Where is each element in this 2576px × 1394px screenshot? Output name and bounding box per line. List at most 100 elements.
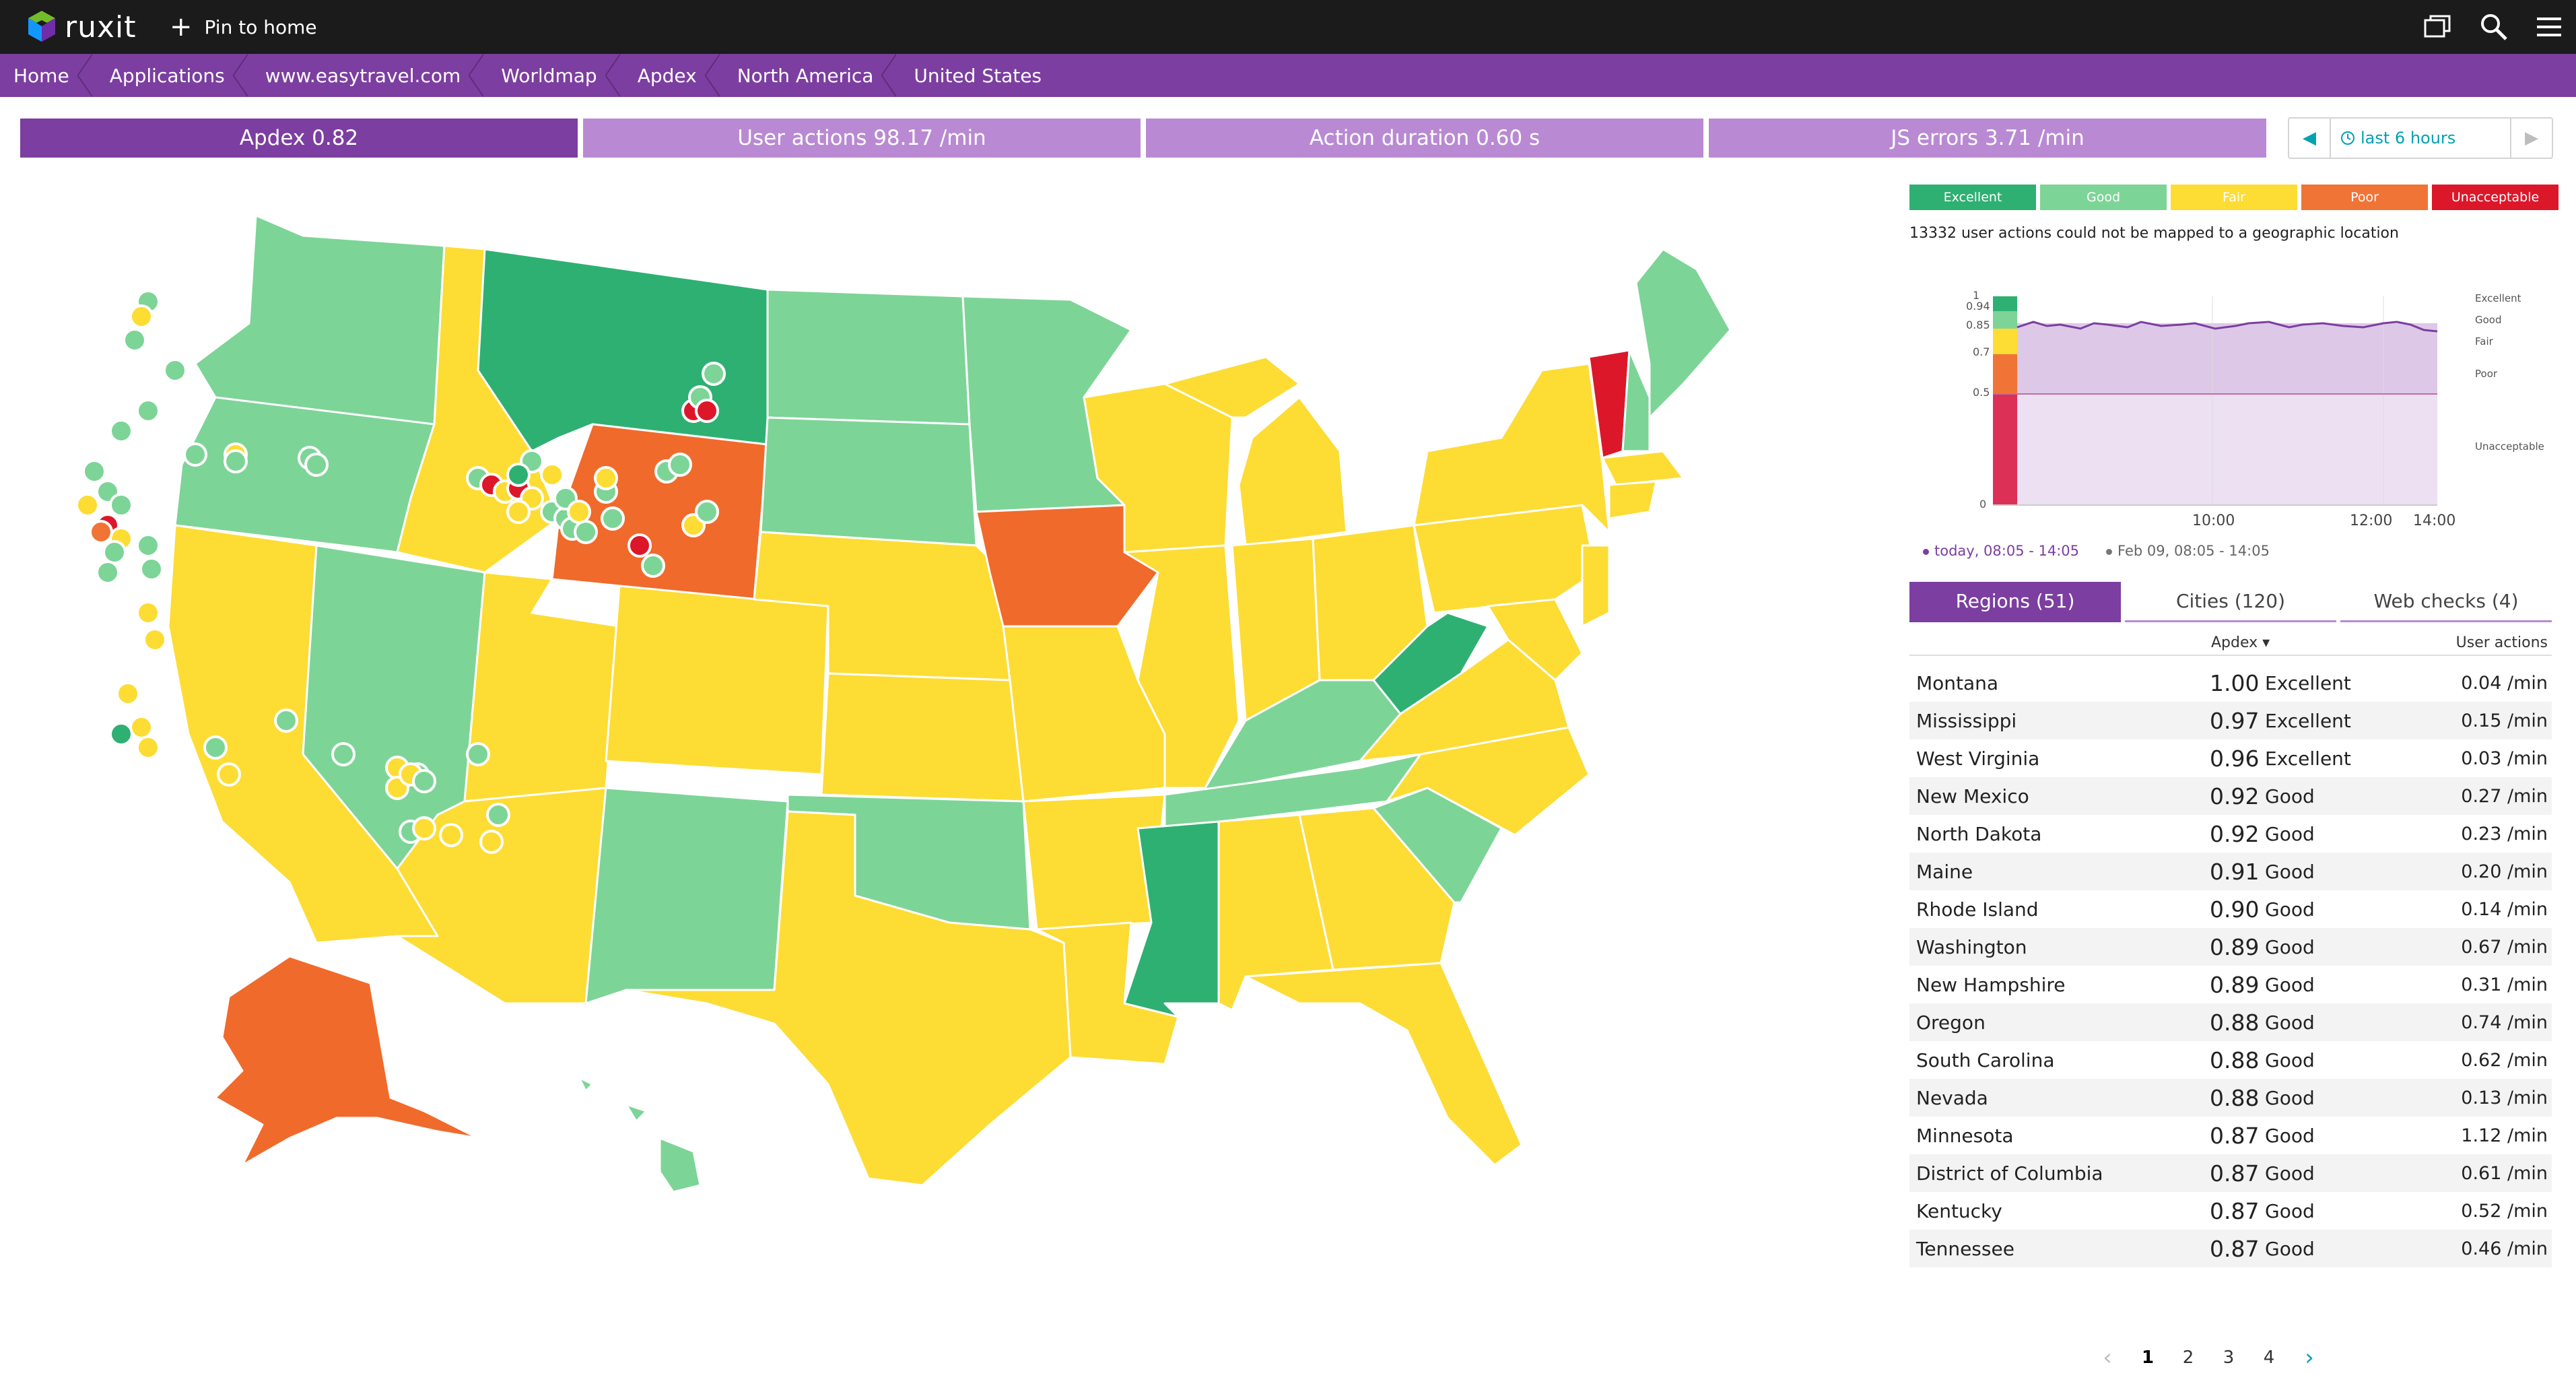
city-marker[interactable] [567,500,591,524]
city-marker[interactable] [412,769,436,793]
timeframe-dropdown[interactable]: last 6 hours [2331,129,2510,147]
state-michigan[interactable] [1163,356,1348,547]
tab-js-errors[interactable]: JS errors 3.71 /min [1709,119,2266,158]
table-row[interactable]: Montana 1.00 Excellent 0.04 /min [1909,664,2552,702]
search-icon[interactable] [2479,12,2509,42]
state-new-jersey[interactable] [1581,544,1611,628]
state-connecticut[interactable] [1608,480,1658,520]
state-maine[interactable] [1635,248,1732,419]
state-kansas[interactable] [820,672,1025,803]
breadcrumb-applications[interactable]: Applications [96,54,252,97]
timeframe-prev-button[interactable]: ◀ [2289,119,2331,158]
city-marker[interactable] [75,493,100,517]
city-marker[interactable] [109,722,133,746]
breadcrumb-united-states[interactable]: United States [914,64,1042,87]
state-montana[interactable] [477,248,769,453]
tab-user-actions[interactable]: User actions 98.17 /min [583,119,1141,158]
legend-today[interactable]: today, 08:05 - 14:05 [1923,543,2079,559]
breadcrumb-apdex[interactable]: Apdex [624,54,724,97]
state-new-mexico[interactable] [584,787,789,1005]
ruxit-logo[interactable]: ruxit [26,9,137,44]
city-marker[interactable] [224,449,248,473]
city-marker[interactable] [139,557,164,581]
state-oregon[interactable] [174,396,436,554]
table-row[interactable]: Mississippi 0.97 Excellent 0.15 /min [1909,702,2552,739]
city-marker[interactable] [96,560,120,585]
table-row[interactable]: District of Columbia 0.87 Good 0.61 /min [1909,1154,2552,1192]
city-marker[interactable] [641,554,665,578]
state-west-virginia[interactable] [1372,611,1489,715]
city-marker[interactable] [594,466,618,490]
city-marker[interactable] [601,506,625,531]
user-actions-header[interactable]: User actions [2455,634,2548,651]
legend-excellent[interactable]: Excellent [1909,185,2036,210]
city-marker[interactable] [136,533,160,558]
state-utah[interactable] [463,571,621,803]
page-3[interactable]: 3 [2223,1348,2235,1368]
city-marker[interactable] [486,803,510,827]
breadcrumb-application[interactable]: www.easytravel.com [252,54,488,97]
city-marker[interactable] [129,304,154,329]
state-louisiana[interactable] [1036,921,1180,1065]
legend-fair[interactable]: Fair [2171,185,2297,210]
city-marker[interactable] [668,453,692,477]
state-colorado[interactable] [605,585,829,776]
chevron-right-icon[interactable]: › [2305,1344,2314,1371]
state-massachusetts[interactable] [1601,450,1685,486]
city-marker[interactable] [574,520,598,544]
table-row[interactable]: Minnesota 0.87 Good 1.12 /min [1909,1117,2552,1154]
city-marker[interactable] [89,520,113,544]
state-illinois[interactable] [1123,544,1240,789]
table-row[interactable]: West Virginia 0.96 Excellent 0.03 /min [1909,739,2552,777]
table-row[interactable]: South Carolina 0.88 Good 0.62 /min [1909,1041,2552,1079]
table-row[interactable]: Tennessee 0.87 Good 0.46 /min [1909,1230,2552,1267]
timeframe-next-button[interactable]: ▶ [2510,119,2552,158]
tab-web-checks[interactable]: Web checks (4) [2340,582,2552,622]
state-texas[interactable] [625,810,1072,1187]
state-hawaii[interactable] [578,1076,702,1192]
state-north-dakota[interactable] [766,288,971,426]
city-marker[interactable] [163,358,187,383]
table-row[interactable]: Washington 0.89 Good 0.67 /min [1909,928,2552,966]
table-row[interactable]: Oregon 0.88 Good 0.74 /min [1909,1003,2552,1041]
state-alaska[interactable] [214,955,479,1166]
tab-action-duration[interactable]: Action duration 0.60 s [1146,119,1703,158]
city-marker[interactable] [116,682,140,706]
city-marker[interactable] [628,533,652,558]
breadcrumb-worldmap[interactable]: Worldmap [487,54,623,97]
hamburger-menu-icon[interactable] [2536,15,2563,39]
breadcrumb-north-america[interactable]: North America [724,54,901,97]
state-florida[interactable] [1244,962,1523,1166]
legend-good[interactable]: Good [2040,185,2167,210]
city-marker[interactable] [695,500,719,524]
legend-unacceptable[interactable]: Unacceptable [2432,185,2558,210]
state-new-york[interactable] [1413,362,1611,533]
city-marker[interactable] [506,500,531,524]
city-marker[interactable] [540,463,564,487]
city-marker[interactable] [109,419,133,443]
city-marker[interactable] [203,735,228,760]
page-4[interactable]: 4 [2263,1348,2275,1368]
city-marker[interactable] [143,628,167,652]
city-marker[interactable] [479,830,504,854]
city-marker[interactable] [136,601,160,625]
legend-poor[interactable]: Poor [2301,185,2428,210]
city-marker[interactable] [136,399,160,423]
tab-apdex[interactable]: Apdex 0.82 [20,119,578,158]
state-missouri[interactable] [1002,625,1166,803]
table-row[interactable]: New Hampshire 0.89 Good 0.31 /min [1909,966,2552,1003]
tab-cities[interactable]: Cities (120) [2125,582,2336,622]
state-maryland[interactable] [1487,598,1584,682]
city-marker[interactable] [136,735,160,760]
table-row[interactable]: Kentucky 0.87 Good 0.52 /min [1909,1192,2552,1230]
table-row[interactable]: Rhode Island 0.90 Good 0.14 /min [1909,890,2552,928]
city-marker[interactable] [695,399,719,423]
us-apdex-map[interactable] [20,195,1744,1192]
city-marker[interactable] [129,715,154,739]
city-marker[interactable] [274,708,298,733]
city-marker[interactable] [439,823,463,847]
city-marker[interactable] [466,742,490,766]
state-new-hampshire[interactable] [1621,349,1651,453]
pin-to-home-button[interactable]: + Pin to home [170,12,317,42]
page-1[interactable]: 1 [2141,1348,2155,1368]
